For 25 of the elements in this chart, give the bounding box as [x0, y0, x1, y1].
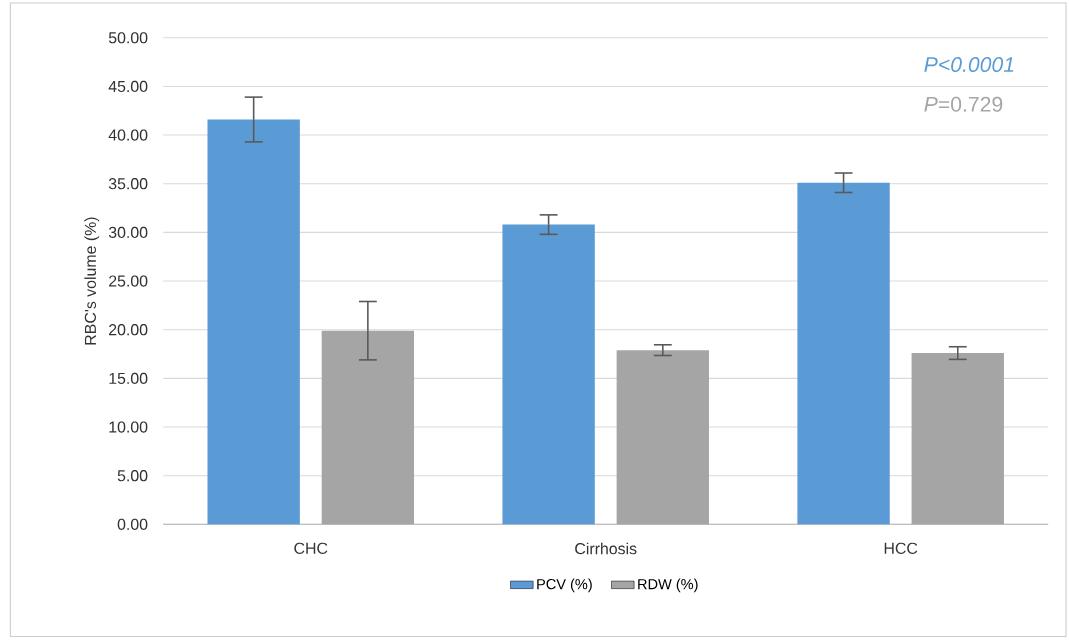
y-tick-label: 5.00: [117, 470, 148, 482]
y-tick-label: 25.00: [109, 275, 148, 287]
y-tick-label: 40.00: [108, 129, 148, 141]
legend-label: PCV (%): [537, 578, 592, 593]
y-tick-label: 0.00: [117, 518, 148, 531]
bar: [797, 182, 890, 525]
y-axis-title: RBC's volume (%): [84, 217, 100, 345]
bar: [911, 353, 1004, 525]
annotation: P<0.0001: [924, 57, 1014, 73]
x-tick-label: CHC: [294, 542, 328, 555]
bar: [616, 350, 709, 525]
y-tick-label: 45.00: [108, 81, 148, 93]
y-tick-label: 10.00: [109, 421, 148, 433]
y-tick-label: 35.00: [108, 178, 148, 190]
legend-label: RDW (%): [638, 578, 698, 593]
x-tick-label: Cirrhosis: [575, 542, 637, 555]
y-tick-label: 20.00: [109, 324, 148, 336]
y-tick-label: 50.00: [108, 32, 148, 44]
y-tick-label: 15.00: [109, 372, 148, 385]
y-tick-label: 30.00: [108, 226, 148, 239]
x-tick-label: HCC: [884, 542, 918, 555]
bar: [502, 224, 595, 525]
bar: [321, 330, 415, 525]
bar: [207, 119, 300, 525]
annotation: P=0.729: [924, 97, 1003, 112]
